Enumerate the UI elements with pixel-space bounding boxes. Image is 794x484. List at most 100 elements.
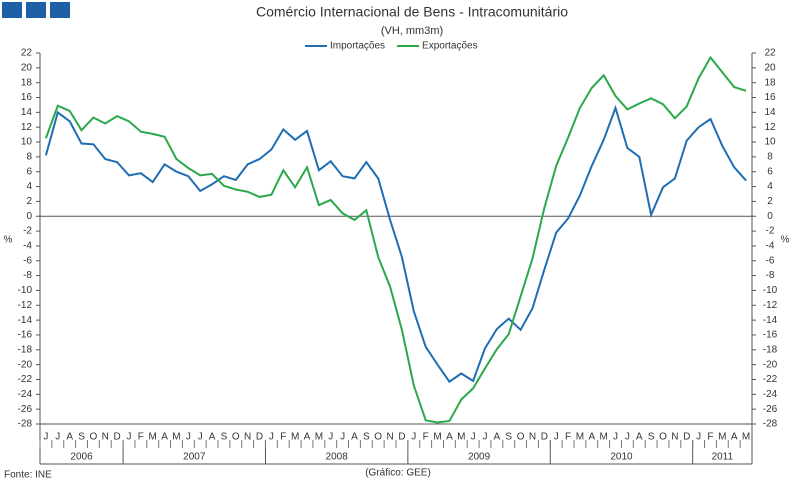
x-tick-label: M xyxy=(172,432,180,443)
y-tick-label: 14 xyxy=(21,107,33,118)
x-tick-label: A xyxy=(731,432,738,443)
year-label: 2007 xyxy=(183,452,206,463)
x-tick-label: J xyxy=(43,432,48,443)
y2-tick-label: -20 xyxy=(763,359,778,370)
x-tick-label: J xyxy=(471,432,476,443)
x-tick-label: J xyxy=(696,432,701,443)
header-box xyxy=(2,2,22,18)
y2-tick-label: 14 xyxy=(764,107,776,118)
x-tick-label: N xyxy=(386,432,393,443)
y-tick-label: -2 xyxy=(23,226,32,237)
y2-tick-label: -10 xyxy=(763,285,778,296)
x-tick-label: N xyxy=(671,432,678,443)
x-tick-label: S xyxy=(648,432,655,443)
y2-tick-label: -28 xyxy=(763,419,778,430)
y2-tick-label: -18 xyxy=(763,344,778,355)
year-label: 2006 xyxy=(70,452,93,463)
x-tick-label: J xyxy=(411,432,416,443)
x-tick-label: J xyxy=(55,432,60,443)
x-tick-label: D xyxy=(114,432,121,443)
y2-tick-label: -14 xyxy=(763,315,778,326)
y2-tick-label: -12 xyxy=(763,300,778,311)
y-tick-label: -4 xyxy=(23,241,32,252)
x-tick-label: F xyxy=(280,432,286,443)
header-box xyxy=(50,2,70,18)
x-tick-label: D xyxy=(256,432,263,443)
y2-tick-label: 10 xyxy=(764,137,776,148)
y2-tick-label: 2 xyxy=(767,196,773,207)
y2-tick-label: 20 xyxy=(764,62,776,73)
x-tick-label: A xyxy=(446,432,453,443)
x-tick-label: A xyxy=(588,432,595,443)
x-tick-label: M xyxy=(718,432,726,443)
credit: (Gráfico: GEE) xyxy=(365,468,431,479)
x-tick-label: A xyxy=(161,432,168,443)
y2-tick-label: 16 xyxy=(764,92,776,103)
x-tick-label: M xyxy=(291,432,299,443)
x-tick-label: J xyxy=(127,432,132,443)
y-tick-label: -8 xyxy=(23,270,32,281)
y2-tick-label: -6 xyxy=(766,255,775,266)
y-tick-label: 6 xyxy=(26,166,32,177)
y2-tick-label: 6 xyxy=(767,166,773,177)
y-tick-label: -12 xyxy=(18,300,33,311)
x-tick-label: J xyxy=(483,432,488,443)
y-tick-label: -28 xyxy=(18,419,33,430)
x-tick-label: N xyxy=(529,432,536,443)
x-tick-label: O xyxy=(232,432,240,443)
y-tick-label: -26 xyxy=(18,404,33,415)
x-tick-label: A xyxy=(636,432,643,443)
x-tick-label: J xyxy=(198,432,203,443)
y2-tick-label: -22 xyxy=(763,374,778,385)
y-tick-label: -10 xyxy=(18,285,33,296)
x-tick-label: F xyxy=(565,432,571,443)
year-label: 2009 xyxy=(468,452,491,463)
x-tick-label: A xyxy=(304,432,311,443)
y2-tick-label: -8 xyxy=(766,270,775,281)
x-tick-label: O xyxy=(659,432,667,443)
source: Fonte: INE xyxy=(4,470,52,481)
x-tick-label: N xyxy=(102,432,109,443)
x-tick-label: J xyxy=(340,432,345,443)
y-tick-label: 8 xyxy=(26,152,32,163)
y-tick-label: -22 xyxy=(18,374,33,385)
x-tick-label: S xyxy=(505,432,512,443)
y-tick-label: -18 xyxy=(18,344,33,355)
y-tick-label: 16 xyxy=(21,92,33,103)
x-tick-label: J xyxy=(613,432,618,443)
y2-tick-label: -16 xyxy=(763,330,778,341)
y-tick-label: 20 xyxy=(21,62,33,73)
x-tick-label: A xyxy=(351,432,358,443)
x-tick-label: M xyxy=(315,432,323,443)
x-tick-label: J xyxy=(328,432,333,443)
y2-tick-label: 18 xyxy=(764,77,776,88)
year-label: 2008 xyxy=(326,452,349,463)
x-tick-label: M xyxy=(433,432,441,443)
y-tick-label: -20 xyxy=(18,359,33,370)
x-tick-label: M xyxy=(149,432,157,443)
legend-label: Exportações xyxy=(422,41,478,52)
series-line xyxy=(44,55,747,424)
y2-tick-label: 12 xyxy=(764,122,776,133)
year-label: 2010 xyxy=(610,452,633,463)
y-tick-label: 10 xyxy=(21,137,33,148)
y2-axis-label: % xyxy=(781,235,790,246)
y-tick-label: 12 xyxy=(21,122,33,133)
x-tick-label: J xyxy=(625,432,630,443)
x-tick-label: S xyxy=(363,432,370,443)
x-tick-label: F xyxy=(423,432,429,443)
x-tick-label: M xyxy=(599,432,607,443)
x-tick-label: D xyxy=(541,432,548,443)
x-tick-label: A xyxy=(494,432,501,443)
y-axis-label: % xyxy=(4,235,13,246)
x-tick-label: M xyxy=(576,432,584,443)
x-tick-label: S xyxy=(78,432,85,443)
y-tick-label: 0 xyxy=(26,211,32,222)
legend-label: Importações xyxy=(330,41,385,52)
y2-tick-label: 4 xyxy=(767,181,773,192)
x-tick-label: F xyxy=(707,432,713,443)
y-tick-label: -6 xyxy=(23,255,32,266)
y-tick-label: 22 xyxy=(21,48,33,59)
x-tick-label: O xyxy=(90,432,98,443)
